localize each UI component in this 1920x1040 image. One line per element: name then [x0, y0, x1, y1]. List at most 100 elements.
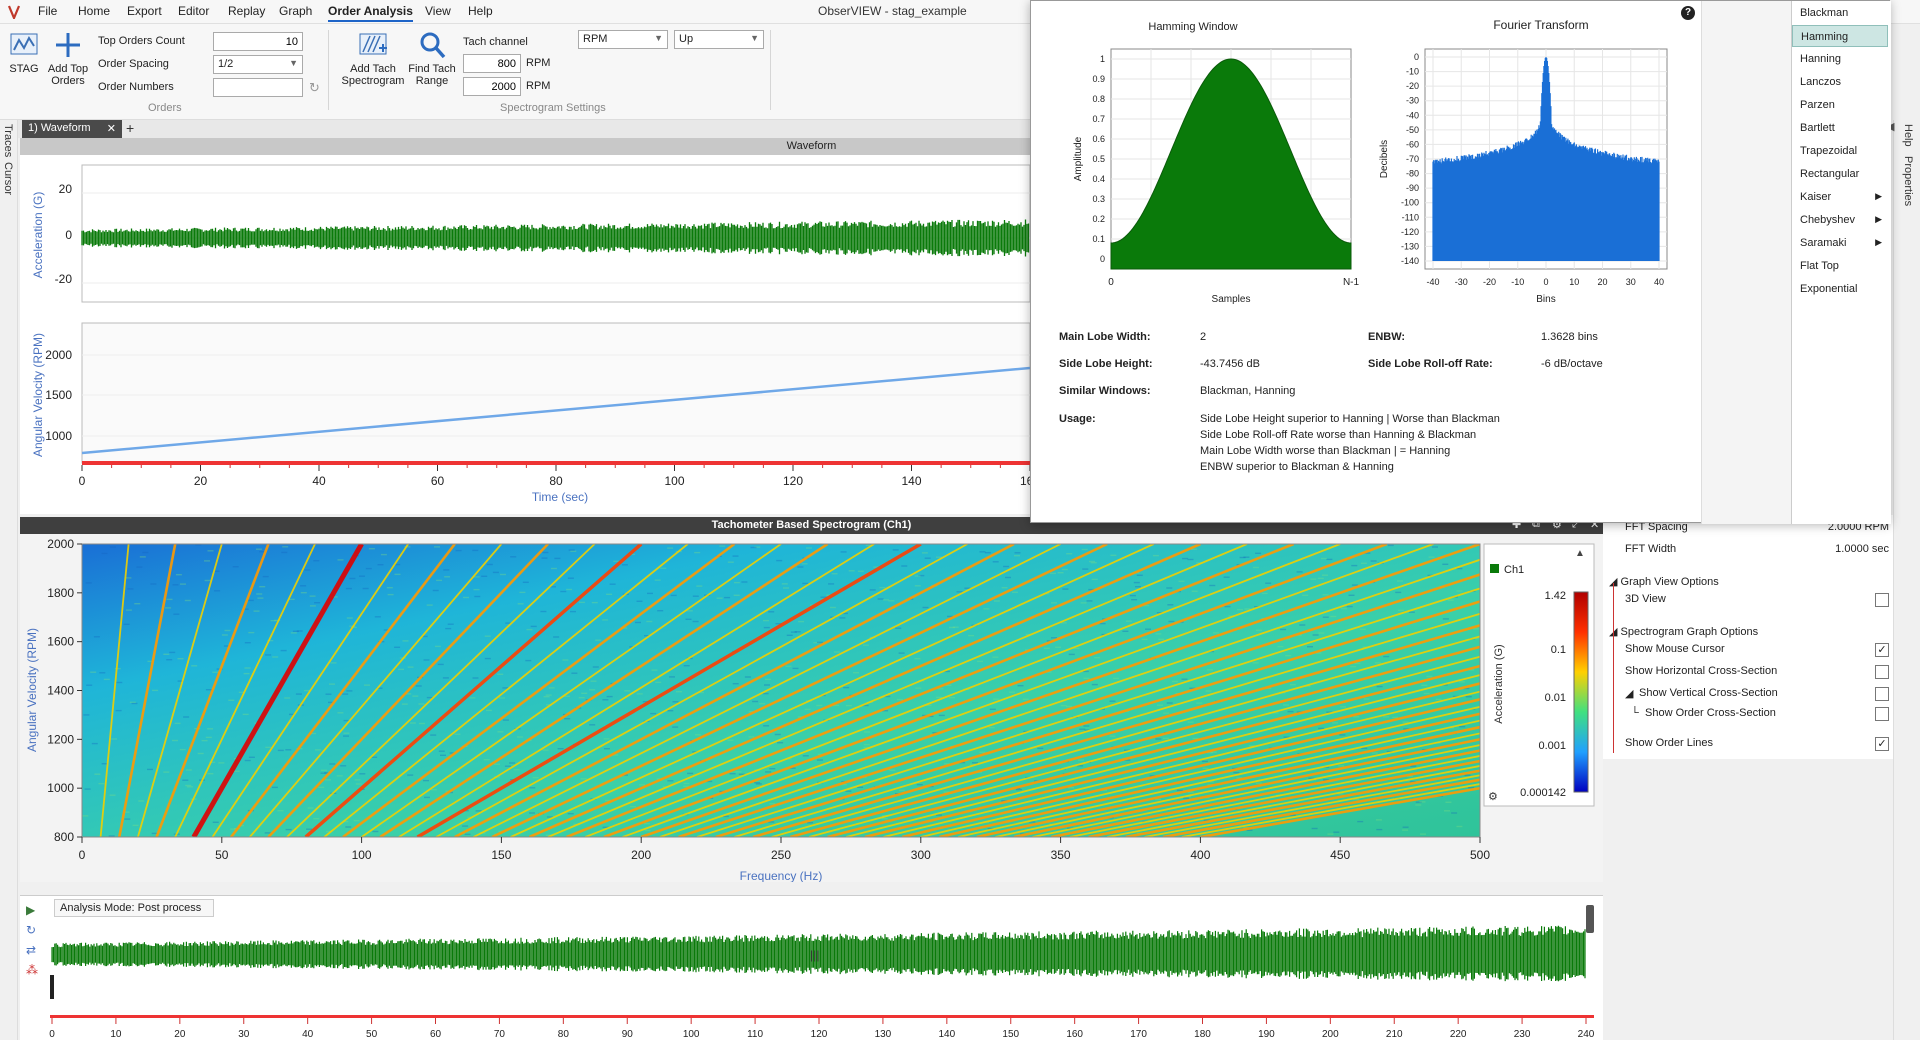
loop-icon[interactable]: ↻ [26, 923, 37, 937]
prop-mouse-cursor[interactable]: Show Mouse Cursor ✓ [1603, 643, 1893, 663]
window-option-bartlett[interactable]: Bartlett [1800, 122, 1835, 134]
prop-fft-spacing[interactable]: FFT Spacing 2.0000 RPM [1603, 521, 1893, 541]
overview-selection-bar[interactable] [50, 1015, 1594, 1018]
window-option-blackman[interactable]: Blackman [1800, 7, 1849, 19]
vertical-cs-checkbox[interactable] [1875, 687, 1889, 701]
add-tach-spectrogram-button[interactable]: Add Tach Spectrogram [340, 30, 406, 87]
noise-speck [602, 699, 609, 701]
expand-icon[interactable]: ⤢ [1572, 518, 1581, 530]
order-numbers-input[interactable] [213, 78, 303, 97]
marker-icon[interactable]: ⁂ [26, 963, 38, 977]
mouse-cursor-checkbox[interactable]: ✓ [1875, 643, 1889, 657]
prop-horizontal-cs[interactable]: Show Horizontal Cross-Section [1603, 665, 1893, 685]
noise-speck [595, 639, 602, 641]
view-3d-checkbox[interactable] [1875, 593, 1889, 607]
noise-speck [1456, 825, 1463, 828]
play-icon[interactable]: ▶ [26, 903, 36, 917]
noise-speck [1339, 734, 1346, 736]
direction-dropdown[interactable]: Up ▼ [674, 30, 764, 49]
noise-speck [1155, 633, 1162, 635]
ft-y-tick-label: -10 [1406, 67, 1419, 77]
noise-speck [353, 819, 360, 822]
prop-3d-view[interactable]: 3D View [1603, 593, 1893, 613]
order-lines-checkbox[interactable]: ✓ [1875, 737, 1889, 751]
top-orders-count-input[interactable] [213, 32, 303, 51]
window-option-hanning[interactable]: Hanning [1800, 53, 1841, 65]
window-option-chebyshev[interactable]: Chebyshev ▶ [1792, 209, 1888, 231]
prop-order-lines[interactable]: Show Order Lines ✓ [1603, 737, 1893, 757]
window-option-saramaki[interactable]: Saramaki ▶ [1792, 232, 1888, 254]
side-tab-cursor[interactable]: Cursor [2, 162, 14, 196]
window-option-hamming[interactable]: Hamming [1792, 25, 1888, 47]
noise-speck [165, 607, 172, 609]
window-option-trapezoidal[interactable]: Trapezoidal [1800, 145, 1858, 157]
add-top-orders-button[interactable]: Add Top Orders [46, 30, 90, 87]
noise-speck [1043, 647, 1050, 649]
overview-tick-label: 0 [49, 1029, 55, 1040]
menu-editor[interactable]: Editor [178, 4, 210, 18]
stag-button[interactable]: STAG [6, 30, 42, 75]
noise-speck [692, 620, 699, 623]
help-icon[interactable]: ? [1681, 6, 1695, 20]
menu-view[interactable]: View [425, 4, 451, 18]
chevron-up-icon[interactable]: ▲ [1575, 548, 1585, 559]
horizontal-cs-checkbox[interactable] [1875, 665, 1889, 679]
rpm-min-input[interactable] [463, 54, 521, 73]
side-tab-properties[interactable]: Properties [1902, 156, 1914, 207]
menu-export[interactable]: Export [127, 4, 162, 18]
add-icon[interactable]: ✚ [1512, 519, 1522, 531]
scrub-grip-icon[interactable]: ||| [810, 948, 819, 962]
graph-view-section[interactable]: ◢ Graph View Options [1609, 575, 1719, 588]
noise-speck [359, 575, 365, 577]
add-tab-button[interactable]: + [126, 120, 135, 136]
tach-channel-dropdown[interactable]: RPM ▼ [578, 30, 668, 49]
copy-icon[interactable]: ⧉ [1532, 518, 1540, 530]
tab-waveform[interactable]: 1) Waveform ✕ [22, 120, 122, 138]
noise-speck [732, 555, 739, 557]
noise-speck [797, 716, 804, 718]
menu-replay[interactable]: Replay [228, 4, 266, 18]
menu-graph[interactable]: Graph [279, 4, 313, 18]
noise-speck [694, 551, 701, 554]
side-tab-traces[interactable]: Traces [2, 124, 14, 158]
noise-speck [125, 577, 132, 579]
window-y-tick-label: 0.6 [1092, 134, 1105, 144]
window-option-lanczos[interactable]: Lanczos [1800, 76, 1841, 88]
prop-fft-width[interactable]: FFT Width 1.0000 sec [1603, 543, 1893, 563]
overview-end-handle[interactable] [1586, 905, 1594, 933]
window-option-exponential[interactable]: Exponential [1800, 283, 1858, 295]
menu-help[interactable]: Help [468, 4, 493, 18]
menu-file[interactable]: File [38, 4, 58, 18]
spectrogram-options-section[interactable]: ◢ Spectrogram Graph Options [1609, 625, 1758, 638]
noise-speck [267, 639, 274, 642]
side-tab-help[interactable]: Help [1902, 124, 1914, 147]
gear-icon[interactable]: ⚙ [1488, 791, 1498, 803]
noise-speck [792, 667, 799, 670]
noise-speck [881, 818, 888, 820]
find-tach-range-button[interactable]: Find Tach Range [408, 30, 456, 87]
noise-speck [180, 583, 186, 585]
usage-line: Main Lobe Width worse than Blackman | = … [1200, 445, 1451, 457]
order-cs-checkbox[interactable] [1875, 707, 1889, 721]
menu-order-analysis[interactable]: Order Analysis [328, 4, 413, 22]
close-icon[interactable]: ✕ [106, 123, 116, 135]
noise-speck [1167, 604, 1174, 606]
close-icon[interactable]: ✕ [1590, 519, 1600, 531]
prop-order-cs[interactable]: └ Show Order Cross-Section [1603, 707, 1893, 727]
ft-y-tick-label: -90 [1406, 183, 1419, 193]
refresh-icon[interactable]: ↻ [309, 80, 320, 95]
sync-icon[interactable]: ⇄ [26, 943, 37, 957]
overview-start-handle[interactable] [50, 975, 54, 999]
gear-icon[interactable]: ⚙ [1552, 519, 1562, 531]
order-spacing-dropdown[interactable]: 1/2 ▼ [213, 55, 303, 74]
window-option-kaiser[interactable]: Kaiser ▶ [1792, 186, 1888, 208]
time-selection-bar[interactable] [82, 461, 1030, 465]
prop-vertical-cs[interactable]: ◢ Show Vertical Cross-Section [1603, 687, 1893, 707]
window-option-rectangular[interactable]: Rectangular [1800, 168, 1860, 180]
menu-home[interactable]: Home [78, 4, 111, 18]
rpm-max-input[interactable] [463, 77, 521, 96]
window-option-flat-top[interactable]: Flat Top [1800, 260, 1839, 272]
window-option-parzen[interactable]: Parzen [1800, 99, 1835, 111]
noise-speck [839, 617, 846, 619]
noise-speck [426, 604, 433, 606]
